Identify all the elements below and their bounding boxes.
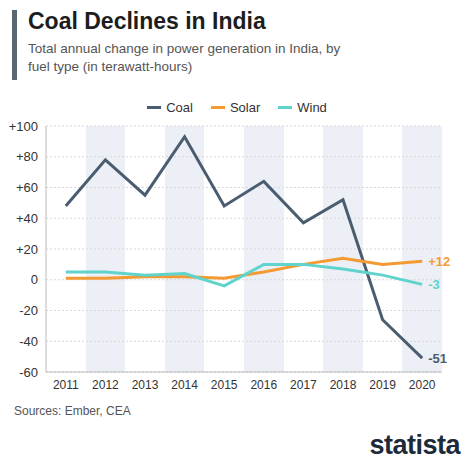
- svg-text:+80: +80: [16, 149, 38, 164]
- svg-text:2015: 2015: [211, 378, 238, 392]
- html-text:Coal Declines in India: Coal Declines in India: [28, 8, 266, 34]
- svg-text:2020: 2020: [409, 378, 436, 392]
- svg-text:-20: -20: [19, 303, 38, 318]
- svg-text:+12: +12: [428, 254, 450, 269]
- svg-text:+20: +20: [16, 242, 38, 257]
- svg-text:2011: 2011: [53, 378, 79, 392]
- svg-text:-40: -40: [19, 334, 38, 349]
- svg-text:2013: 2013: [132, 378, 159, 392]
- svg-text:-3: -3: [428, 277, 440, 292]
- html-text:Solar: Solar: [229, 100, 261, 115]
- svg-text:+100: +100: [9, 119, 38, 134]
- svg-text:2014: 2014: [171, 378, 198, 392]
- svg-text:-60: -60: [19, 365, 38, 380]
- html-text:Total annual change in power g: Total annual change in power generation …: [28, 41, 341, 74]
- svg-text:2017: 2017: [290, 378, 317, 392]
- html-text:Sources: Ember, CEA: Sources: Ember, CEA: [14, 404, 131, 418]
- svg-text:0: 0: [31, 272, 38, 287]
- svg-text:-51: -51: [428, 351, 447, 366]
- html-text:Coal: Coal: [166, 100, 193, 115]
- svg-text:2018: 2018: [330, 378, 357, 392]
- html-text:statista: statista: [369, 430, 460, 460]
- svg-text:+40: +40: [16, 211, 38, 226]
- svg-text:+60: +60: [16, 180, 38, 195]
- svg-text:2016: 2016: [250, 378, 277, 392]
- html-text:Wind: Wind: [297, 100, 327, 115]
- svg-text:2012: 2012: [92, 378, 119, 392]
- svg-text:2019: 2019: [369, 378, 396, 392]
